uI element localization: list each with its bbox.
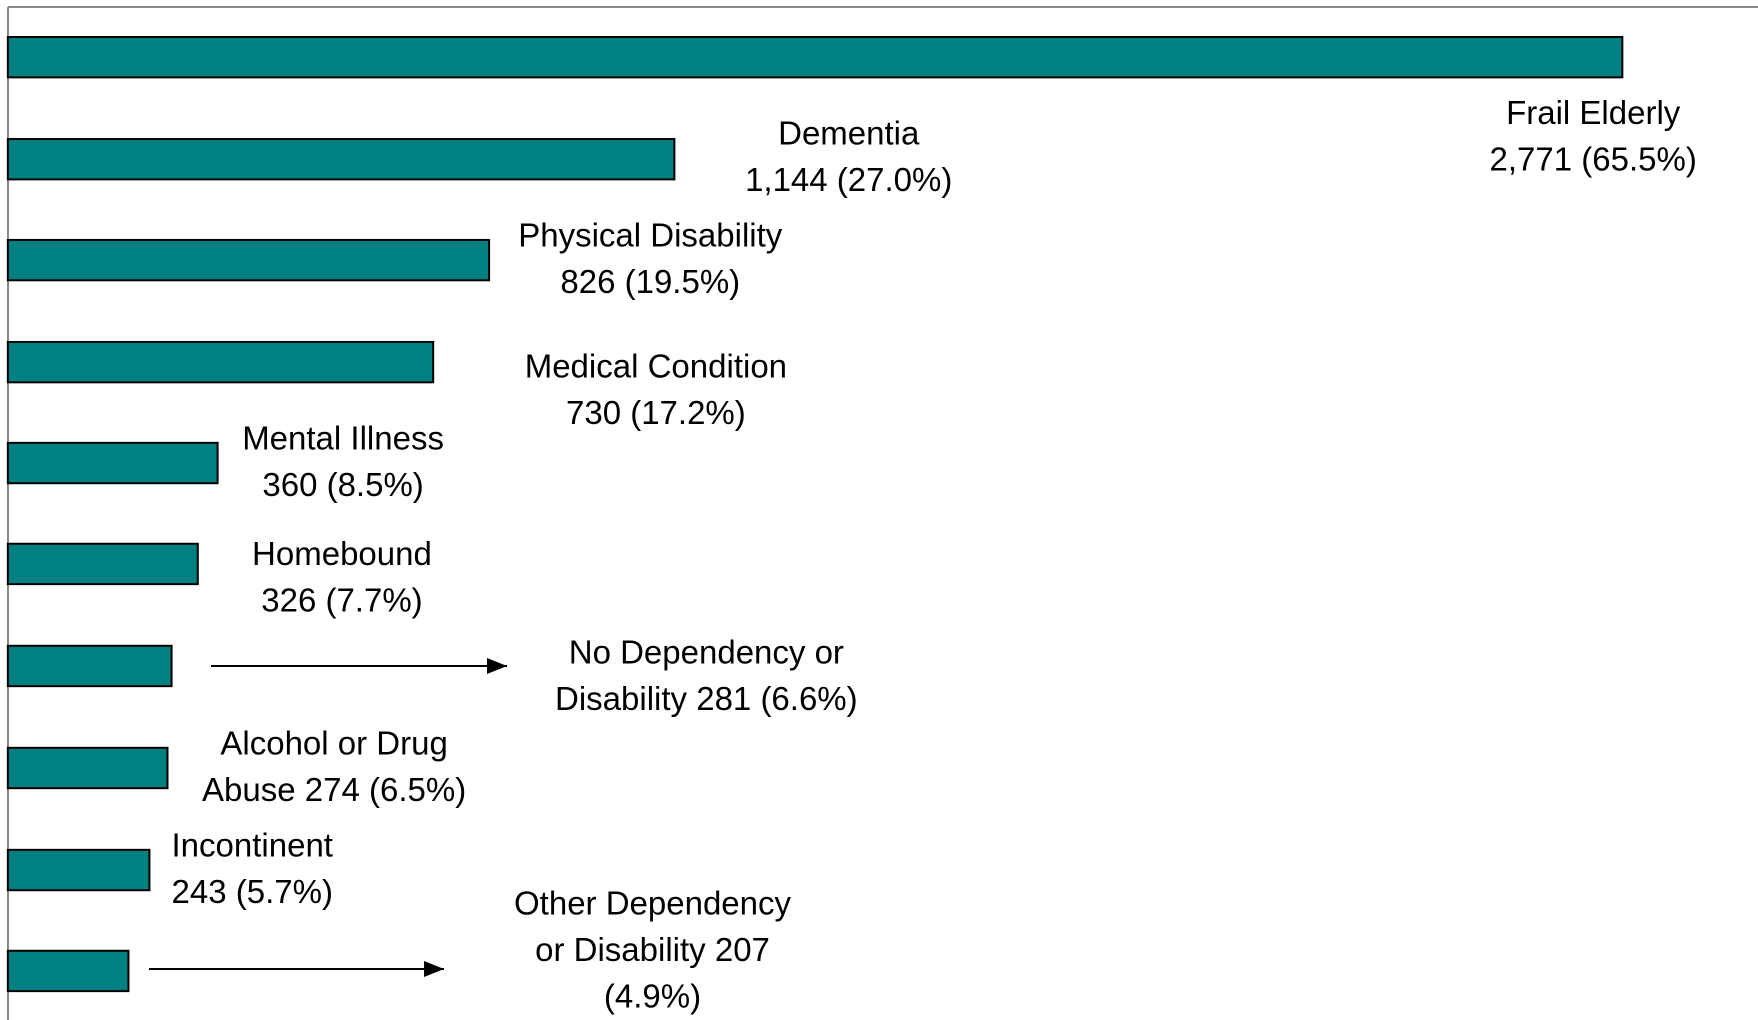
data-label: 1,144 (27.0%)	[745, 161, 952, 198]
data-label: or Disability 207	[535, 931, 770, 968]
bar	[6, 644, 173, 688]
data-label: 2,771 (65.5%)	[1490, 141, 1697, 178]
bar	[6, 238, 491, 282]
data-label: Medical Condition	[525, 348, 787, 385]
bar	[6, 746, 169, 790]
data-label: Disability 281 (6.6%)	[555, 680, 858, 717]
bar	[6, 848, 151, 892]
data-label: 243 (5.7%)	[172, 873, 333, 910]
data-label: No Dependency or	[569, 633, 844, 670]
data-label: Incontinent	[172, 826, 333, 863]
data-label: Physical Disability	[518, 216, 783, 253]
data-label: Frail Elderly	[1506, 94, 1681, 131]
data-label: 826 (19.5%)	[560, 263, 740, 300]
data-label: Other Dependency	[514, 885, 792, 922]
bar	[6, 138, 676, 181]
bar	[6, 35, 1624, 79]
data-label: 730 (17.2%)	[566, 394, 746, 431]
data-label: 326 (7.7%)	[261, 581, 422, 618]
data-label: Alcohol or Drug	[220, 724, 447, 761]
data-label: Homebound	[252, 535, 432, 572]
bar	[6, 340, 435, 384]
data-label: 360 (8.5%)	[262, 466, 423, 503]
data-label: Mental Illness	[242, 419, 444, 456]
bar	[6, 542, 199, 586]
bar	[6, 441, 219, 485]
bar	[6, 949, 130, 993]
data-label: (4.9%)	[604, 978, 701, 1015]
data-label: Dementia	[778, 114, 920, 151]
data-label: Abuse 274 (6.5%)	[202, 771, 466, 808]
